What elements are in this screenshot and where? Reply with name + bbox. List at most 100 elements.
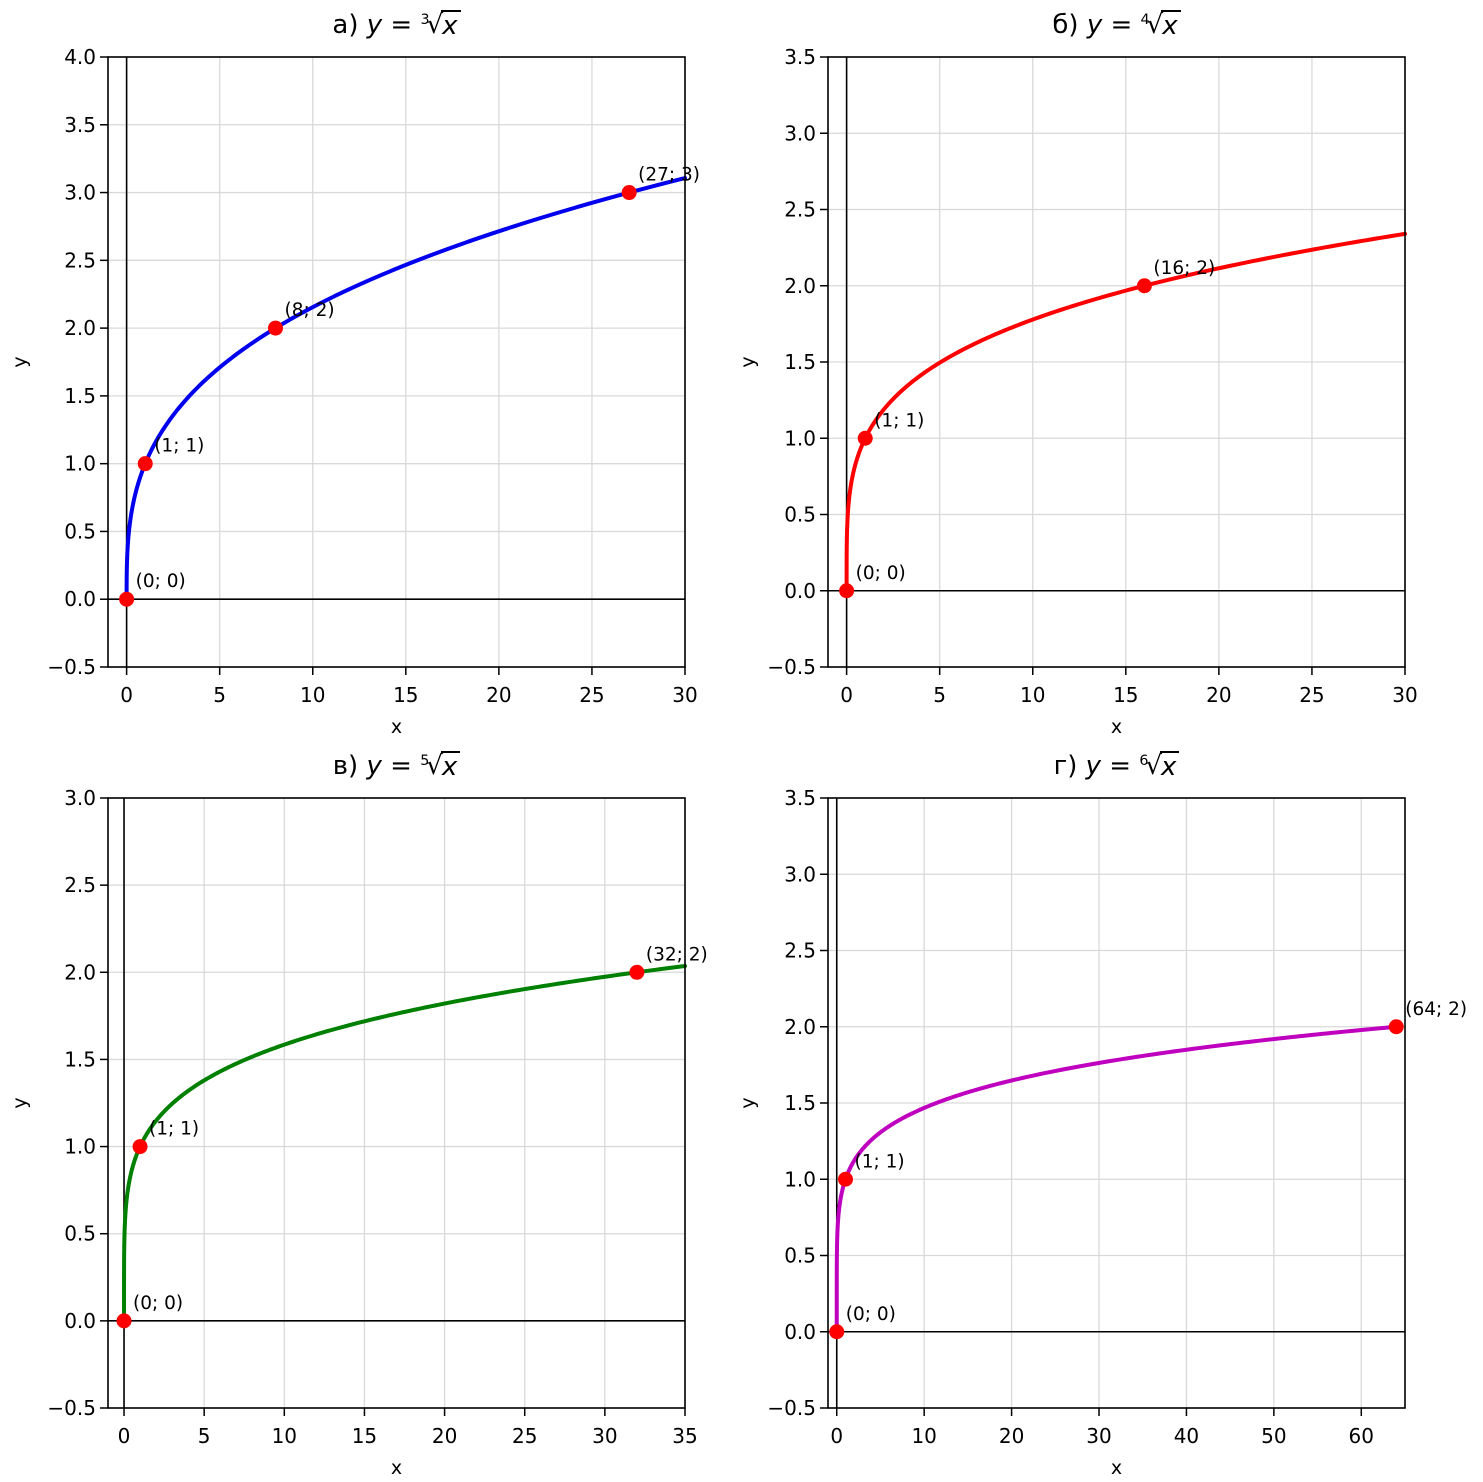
x-tick-label: 30 — [1086, 1424, 1111, 1448]
axes-b: 0 5 10 15 20 25 30 −0.5 0.0 0.5 1.0 1.5 2.0 2.5 3.0 3.5… — [742, 45, 1418, 738]
y-tick-label: 3.0 — [784, 862, 816, 886]
data-point — [137, 456, 153, 472]
y-tick-label: 0.0 — [64, 1309, 96, 1333]
axes-a: 0 5 10 15 20 25 30 −0.5 0.0 0.5 1.0 1.5 2.0 2.5 3.0 3.5… — [9, 45, 700, 738]
title-eq: = — [390, 10, 413, 40]
x-tick-label: 10 — [272, 1424, 297, 1448]
radical-sign: √ — [426, 751, 443, 781]
data-point — [857, 430, 873, 446]
root-index: 4 — [1140, 12, 1150, 29]
curve-root-3 — [124, 176, 687, 602]
x-tick-label: 60 — [1349, 1424, 1374, 1448]
y-tick-label: 1.5 — [784, 1091, 816, 1115]
y-tick-label: 3.5 — [784, 786, 816, 810]
radical-sign: √ — [1145, 751, 1162, 781]
point-label: (8; 2) — [285, 300, 335, 321]
subplot-a-cube-root: а) y = 3√x 0 5 10 15 20 25 30 −0.5 0.0 0.5 1.0 1.5 2… — [0, 0, 741, 741]
y-tick-label: 3.0 — [64, 181, 96, 205]
title-eq: = — [1110, 10, 1133, 40]
axes-g: 0 10 20 30 40 50 60 −0.5 0.0 0.5 1.0 1.5 2.0 2.5 3.0 3.… — [742, 786, 1467, 1479]
curve-root-4 — [844, 231, 1407, 593]
x-tick-label: 20 — [486, 683, 511, 707]
y-tick-label: −0.5 — [767, 655, 816, 679]
root-index: 5 — [420, 753, 430, 770]
title-lhs: y — [1086, 10, 1103, 40]
point-label: (1; 1) — [854, 1151, 904, 1172]
title-prefix: б) — [1052, 10, 1079, 40]
subplot-b-fourth-root: б) y = 4√x 0 5 10 15 20 25 30 −0.5 0.0 0.5 1.0 1.5 2… — [742, 0, 1483, 741]
y-tick-label: 0.0 — [64, 587, 96, 611]
y-tick-label: 4.0 — [64, 45, 96, 69]
title-lhs: y — [1085, 751, 1102, 781]
x-tick-label: 25 — [512, 1424, 537, 1448]
data-point — [621, 185, 637, 201]
data-point — [1136, 278, 1152, 294]
x-tick-label: 30 — [1392, 683, 1417, 707]
y-tick-label: 3.0 — [64, 786, 96, 810]
y-tick-label: −0.5 — [47, 1396, 96, 1420]
y-tick-label: 1.5 — [784, 350, 816, 374]
y-tick-label: 1.5 — [64, 384, 96, 408]
x-tick-label: 10 — [300, 683, 325, 707]
x-tick-label: 15 — [352, 1424, 377, 1448]
y-tick-label: 1.0 — [784, 1167, 816, 1191]
x-tick-label: 20 — [999, 1424, 1024, 1448]
x-tick-label: 25 — [579, 683, 604, 707]
subplot-g-sixth-root: г) y = 6√x 0 10 20 30 40 50 60 −0.5 0.0 0.5 1.0 1.5… — [742, 741, 1483, 1482]
point-label: (27; 3) — [638, 165, 700, 186]
plot-border — [107, 56, 686, 668]
point-label: (0; 0) — [856, 563, 906, 584]
y-tick-label: 3.5 — [64, 113, 96, 137]
x-axis-label: x — [1111, 716, 1122, 738]
y-tick-label: 0.5 — [784, 503, 816, 527]
y-tick-label: 0.0 — [784, 1320, 816, 1344]
title-prefix: в) — [332, 751, 359, 781]
root-index: 3 — [420, 12, 430, 29]
x-tick-label: 20 — [432, 1424, 457, 1448]
data-point — [132, 1139, 148, 1155]
point-label: (0; 0) — [136, 571, 186, 592]
point-label: (0; 0) — [846, 1304, 896, 1325]
subplot-title: в) y = 5√x — [108, 750, 685, 781]
y-tick-label: 2.5 — [64, 873, 96, 897]
y-tick-label: 1.0 — [64, 1135, 96, 1159]
x-tick-label: 50 — [1261, 1424, 1286, 1448]
y-tick-label: 2.0 — [64, 960, 96, 984]
x-tick-label: 5 — [933, 683, 946, 707]
data-point — [837, 1171, 853, 1187]
y-tick-label: 1.5 — [64, 1047, 96, 1071]
axes-v: 0 5 10 15 20 25 30 35 −0.5 0.0 0.5 1.0 1.5 2.0 2.5 3.0 x… — [9, 786, 708, 1479]
curve-root-5 — [122, 963, 687, 1323]
y-tick-label: 2.5 — [64, 248, 96, 272]
data-point — [1388, 1019, 1404, 1035]
radicand: x — [1161, 10, 1181, 41]
x-tick-label: 25 — [1299, 683, 1324, 707]
y-tick-label: −0.5 — [767, 1396, 816, 1420]
y-tick-label: 2.0 — [784, 274, 816, 298]
y-tick-label: 2.0 — [784, 1015, 816, 1039]
title-lhs: y — [366, 10, 383, 40]
y-tick-label: 0.5 — [784, 1244, 816, 1268]
point-label: (1; 1) — [149, 1119, 199, 1140]
y-tick-label: 3.0 — [784, 121, 816, 145]
point-label: (1; 1) — [154, 436, 204, 457]
x-tick-label: 5 — [213, 683, 226, 707]
plot-border — [107, 797, 686, 1409]
title-lhs: y — [366, 751, 382, 781]
title-eq: = — [390, 751, 412, 781]
data-point — [116, 1313, 132, 1329]
x-tick-label: 20 — [1206, 683, 1231, 707]
x-axis-label: x — [391, 716, 402, 738]
point-label: (1; 1) — [874, 410, 924, 431]
x-tick-label: 10 — [1020, 683, 1045, 707]
curve-root-6 — [834, 1024, 1399, 1334]
y-tick-label: 3.5 — [784, 45, 816, 69]
x-tick-label: 10 — [911, 1424, 936, 1448]
title-eq: = — [1109, 751, 1132, 781]
title-prefix: г) — [1053, 751, 1078, 781]
x-tick-label: 15 — [393, 683, 418, 707]
x-tick-label: 0 — [120, 683, 133, 707]
y-tick-label: 0.5 — [64, 1222, 96, 1246]
x-axis-label: x — [1111, 1457, 1122, 1479]
